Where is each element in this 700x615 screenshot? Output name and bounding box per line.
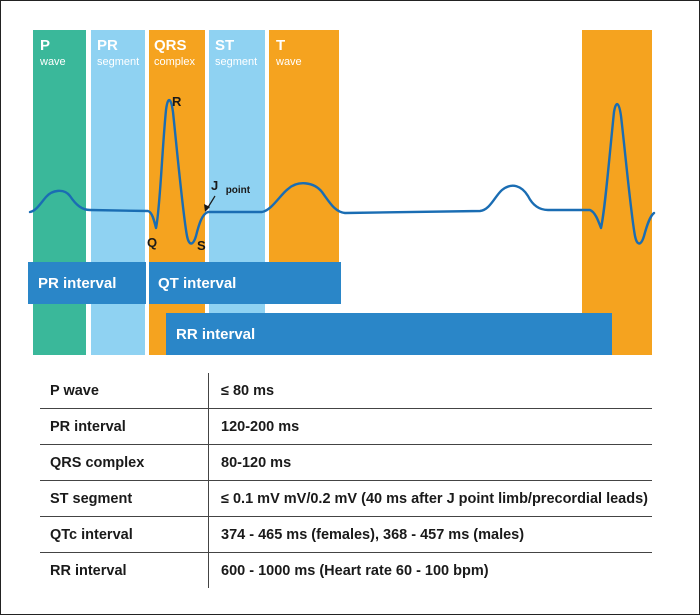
ecg-trace	[28, 98, 656, 245]
t-band-subtitle: wave	[275, 56, 302, 68]
j-point-subscript: point	[226, 185, 251, 196]
r-peak-label: R	[172, 94, 182, 109]
rr-interval-label: RR interval	[176, 326, 255, 343]
row-label-st-segment: ST segment	[40, 480, 209, 517]
ecg-diagram: P wave PR segment QRS complex ST segment…	[28, 30, 656, 355]
table-row: PR interval 120-200 ms	[40, 408, 652, 445]
qrs-complex-band	[149, 30, 205, 355]
t-wave-band	[269, 30, 339, 265]
qt-interval-label: QT interval	[158, 275, 236, 292]
j-point-label: J point	[211, 177, 251, 196]
table-row: QRS complex 80-120 ms	[40, 444, 652, 481]
qt-interval-bar	[149, 262, 341, 304]
t-band-title: T	[276, 37, 285, 54]
q-point-label: Q	[147, 235, 157, 250]
p-wave-band	[33, 30, 86, 355]
pr-band-subtitle: segment	[97, 56, 139, 68]
row-value-p-wave: ≤ 80 ms	[208, 373, 652, 409]
row-label-qtc-interval: QTc interval	[40, 516, 209, 553]
p-band-subtitle: wave	[39, 56, 66, 68]
ecg-parameters-table: P wave ≤ 80 ms PR interval 120-200 ms QR…	[40, 373, 652, 588]
row-label-pr-interval: PR interval	[40, 408, 209, 445]
j-point-arrowhead	[204, 204, 210, 212]
table-row: RR interval 600 - 1000 ms (Heart rate 60…	[40, 552, 652, 588]
p-band-title: P	[40, 37, 50, 54]
table-row: QTc interval 374 - 465 ms (females), 368…	[40, 516, 652, 553]
table-row: P wave ≤ 80 ms	[40, 373, 652, 409]
next-qrs-band	[582, 30, 652, 355]
j-point-letter: J	[211, 178, 218, 193]
pr-interval-label: PR interval	[38, 275, 116, 292]
qrs-band-subtitle: complex	[154, 56, 195, 68]
pr-interval-bar	[28, 262, 146, 304]
row-label-p-wave: P wave	[40, 373, 209, 409]
pr-segment-band	[91, 30, 145, 355]
row-value-rr-interval: 600 - 1000 ms (Heart rate 60 - 100 bpm)	[221, 562, 489, 579]
row-value-st-segment: ≤ 0.1 mV mV/0.2 mV (40 ms after J point …	[208, 480, 652, 517]
row-value-qtc-interval: 374 - 465 ms (females), 368 - 457 ms (ma…	[208, 516, 652, 553]
qrs-band-title: QRS	[154, 37, 187, 54]
pr-band-title: PR	[97, 37, 118, 54]
row-value-qrs-complex: 80-120 ms	[208, 444, 652, 481]
row-value-pr-interval: 120-200 ms	[208, 408, 652, 445]
table-row: ST segment ≤ 0.1 mV mV/0.2 mV (40 ms aft…	[40, 480, 652, 517]
row-label-qrs-complex: QRS complex	[40, 444, 209, 481]
st-band-subtitle: segment	[215, 56, 257, 68]
s-point-label: S	[197, 238, 206, 253]
st-band-title: ST	[215, 37, 234, 54]
rr-interval-bar	[166, 313, 612, 355]
row-label-rr-interval: RR interval	[40, 552, 209, 588]
